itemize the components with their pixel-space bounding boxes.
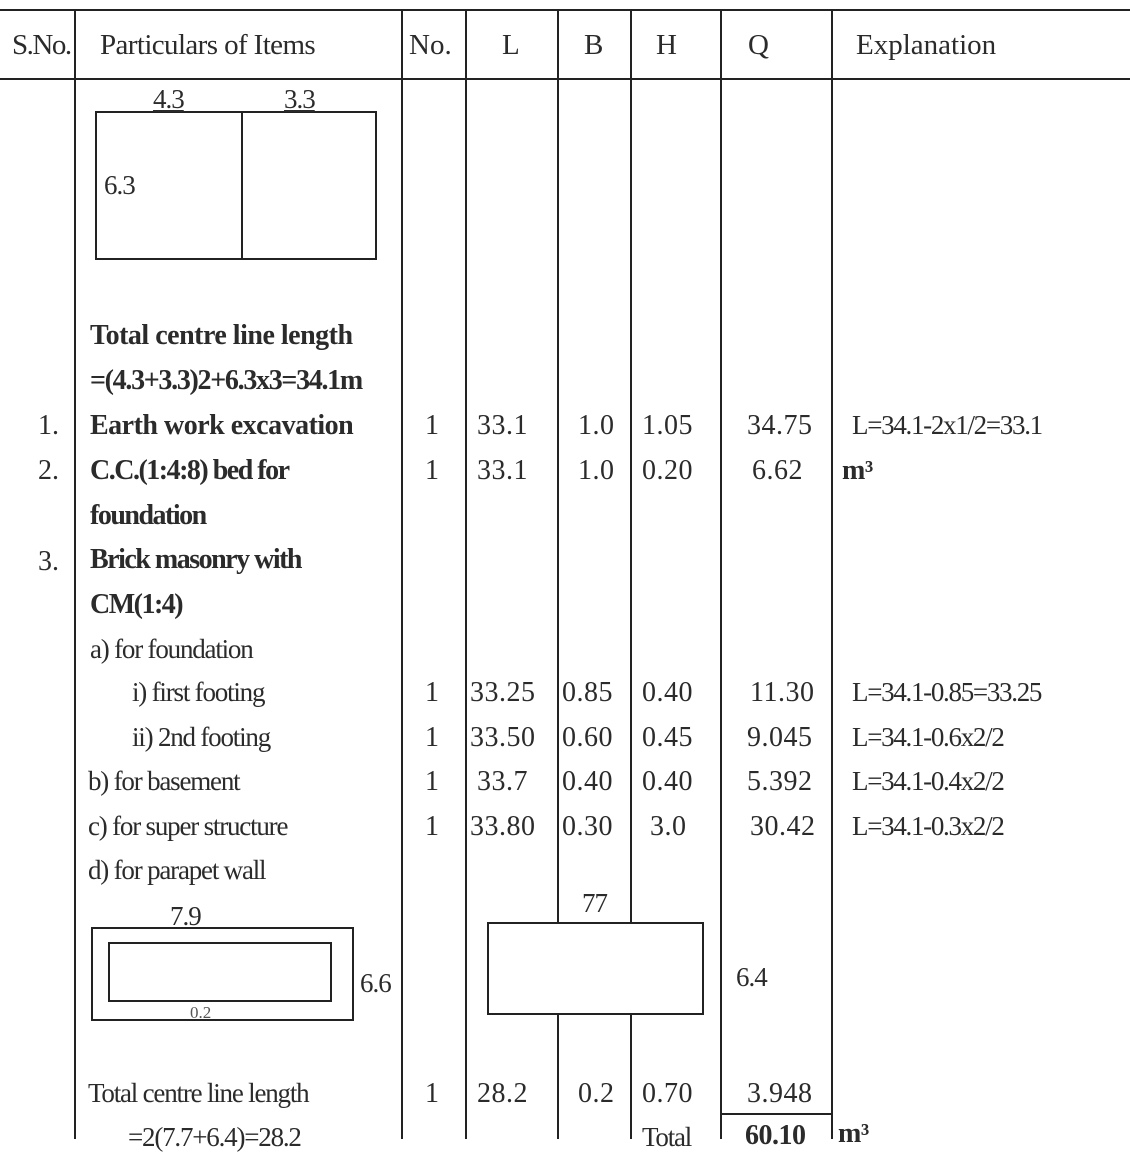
sub-row3-q: 5.392 bbox=[747, 766, 813, 797]
plan2-inner-bottom-dim: 0.2 bbox=[190, 1003, 212, 1022]
row1-explanation: L=34.1-2x1/2=33.1 bbox=[852, 410, 1043, 440]
row2-sno: 2. bbox=[38, 455, 59, 486]
plan2-centre-side-dim: 6.4 bbox=[736, 962, 768, 992]
row3-item: Brick masonry with bbox=[90, 544, 303, 575]
sub-row4-item: c) for super structure bbox=[88, 811, 288, 841]
last-row-l: 28.2 bbox=[477, 1078, 528, 1109]
sub-row1-explanation: L=34.1-0.85=33.25 bbox=[852, 677, 1042, 707]
sub-row4-q: 30.42 bbox=[750, 811, 816, 842]
header-b: B bbox=[584, 29, 604, 61]
row3-item-cont: CM(1:4) bbox=[90, 589, 184, 620]
plan1-dim-right: 3.3 bbox=[284, 84, 316, 114]
sub-a-label: a) for foundation bbox=[90, 634, 254, 664]
sub-row3-no: 1 bbox=[425, 766, 440, 797]
row2-item: C.C.(1:4:8) bed for bbox=[90, 455, 290, 486]
sub-row2-l: 33.50 bbox=[470, 722, 536, 753]
last-row-h: 0.70 bbox=[642, 1078, 693, 1109]
last-row-q: 3.948 bbox=[747, 1078, 813, 1109]
row1-no: 1 bbox=[425, 410, 440, 441]
plan2-centre-line-box bbox=[487, 922, 704, 1015]
sub-d-label: d) for parapet wall bbox=[88, 855, 267, 885]
total-rule bbox=[720, 1113, 833, 1115]
sub-row2-h: 0.45 bbox=[642, 722, 693, 753]
sub-row3-b: 0.40 bbox=[562, 766, 613, 797]
col-rule-2 bbox=[401, 10, 403, 1139]
sub-row4-l: 33.80 bbox=[470, 811, 536, 842]
row3-sno: 3. bbox=[38, 546, 59, 577]
sub-row4-no: 1 bbox=[425, 811, 440, 842]
row1-item: Earth work excavation bbox=[90, 410, 354, 441]
col-rule-1 bbox=[74, 10, 76, 1139]
row2-q: 6.62 bbox=[752, 455, 803, 486]
row1-h: 1.05 bbox=[642, 410, 693, 441]
header-q: Q bbox=[748, 29, 769, 61]
sub-row2-item: ii) 2nd footing bbox=[132, 722, 271, 752]
total-label: Total bbox=[642, 1122, 692, 1152]
sub-row3-explanation: L=34.1-0.4x2/2 bbox=[852, 766, 1005, 796]
plan2-outer-side-dim: 6.6 bbox=[360, 968, 392, 998]
last-row-item: Total centre line length bbox=[88, 1078, 310, 1108]
header-l: L bbox=[502, 29, 520, 61]
header-h: H bbox=[656, 29, 677, 61]
plan2-inner-wall bbox=[108, 942, 332, 1002]
sub-row1-h: 0.40 bbox=[642, 677, 693, 708]
plan2-outer-top-dim: 7.9 bbox=[170, 901, 202, 931]
row2-h: 0.20 bbox=[642, 455, 693, 486]
row1-b: 1.0 bbox=[578, 410, 615, 441]
col-rule-6 bbox=[720, 10, 722, 1139]
total-value: 60.10 bbox=[745, 1120, 806, 1151]
row2-l: 33.1 bbox=[477, 455, 528, 486]
header-sno: S.No. bbox=[12, 29, 72, 61]
col-rule-5 bbox=[630, 10, 632, 1139]
sub-row1-q: 11.30 bbox=[750, 677, 815, 708]
col-rule-3 bbox=[465, 10, 467, 1139]
sub-row2-b: 0.60 bbox=[562, 722, 613, 753]
sub-row3-h: 0.40 bbox=[642, 766, 693, 797]
col-rule-4 bbox=[557, 10, 559, 1139]
row1-l: 33.1 bbox=[477, 410, 528, 441]
last-row-item-cont: =2(7.7+6.4)=28.2 bbox=[128, 1122, 302, 1152]
sub-row3-l: 33.7 bbox=[477, 766, 528, 797]
total-unit: m³ bbox=[838, 1118, 869, 1149]
sub-row4-b: 0.30 bbox=[562, 811, 613, 842]
sub-row1-b: 0.85 bbox=[562, 677, 613, 708]
sub-row2-no: 1 bbox=[425, 722, 440, 753]
sub-row2-explanation: L=34.1-0.6x2/2 bbox=[852, 722, 1005, 752]
total-centre-line-title: Total centre line length bbox=[90, 320, 353, 351]
plan2-centre-top-dim: 77 bbox=[582, 888, 608, 918]
col-rule-7 bbox=[831, 10, 833, 1139]
row2-b: 1.0 bbox=[578, 455, 615, 486]
plan1-right-room bbox=[241, 111, 377, 260]
header-top-rule bbox=[0, 9, 1130, 11]
plan2-outer-wall bbox=[91, 927, 354, 1021]
header-bottom-rule bbox=[0, 78, 1130, 80]
last-row-b: 0.2 bbox=[578, 1078, 615, 1109]
plan1-dim-height: 6.3 bbox=[104, 170, 136, 200]
sub-row4-h: 3.0 bbox=[650, 811, 687, 842]
sub-row1-l: 33.25 bbox=[470, 677, 536, 708]
sub-row3-item: b) for basement bbox=[88, 766, 241, 796]
header-explanation: Explanation bbox=[856, 29, 997, 61]
row2-no: 1 bbox=[425, 455, 440, 486]
header-particulars: Particulars of Items bbox=[100, 29, 316, 61]
total-centre-line-formula: =(4.3+3.3)2+6.3x3=34.1m bbox=[90, 365, 363, 396]
sub-row1-item: i) first footing bbox=[132, 677, 265, 707]
last-row-no: 1 bbox=[425, 1078, 440, 1109]
header-no: No. bbox=[409, 29, 452, 61]
sub-row4-explanation: L=34.1-0.3x2/2 bbox=[852, 811, 1005, 841]
row2-explanation-unit: m³ bbox=[842, 455, 873, 486]
sub-row1-no: 1 bbox=[425, 677, 440, 708]
row2-item-cont: foundation bbox=[90, 500, 207, 531]
row1-q: 34.75 bbox=[747, 410, 813, 441]
plan1-dim-left: 4.3 bbox=[153, 84, 185, 114]
sub-row2-q: 9.045 bbox=[747, 722, 813, 753]
row1-sno: 1. bbox=[38, 410, 59, 441]
